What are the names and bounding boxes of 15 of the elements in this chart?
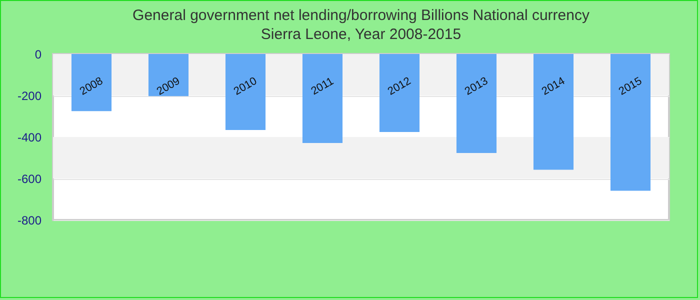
x-tick-label: 2009 xyxy=(154,75,182,98)
chart-title: General government net lending/borrowing Billions National currency xyxy=(132,7,590,24)
x-tick-label: 2008 xyxy=(78,75,106,98)
y-tick-label: -800 xyxy=(17,214,42,228)
chart-subtitle: Sierra Leone, Year 2008-2015 xyxy=(260,26,462,43)
y-tick-label: 0 xyxy=(34,48,42,62)
x-tick-label: 2011 xyxy=(309,75,336,98)
x-tick-label: 2013 xyxy=(462,75,490,98)
x-tick-label: 2010 xyxy=(232,75,260,98)
y-tick-label: -200 xyxy=(17,89,42,103)
x-tick-label: 2014 xyxy=(540,75,568,98)
y-tick-label: -400 xyxy=(17,130,42,144)
x-tick-label: 2012 xyxy=(386,75,414,98)
y-tick-label: -600 xyxy=(17,172,42,186)
x-tick-label: 2015 xyxy=(616,75,644,98)
